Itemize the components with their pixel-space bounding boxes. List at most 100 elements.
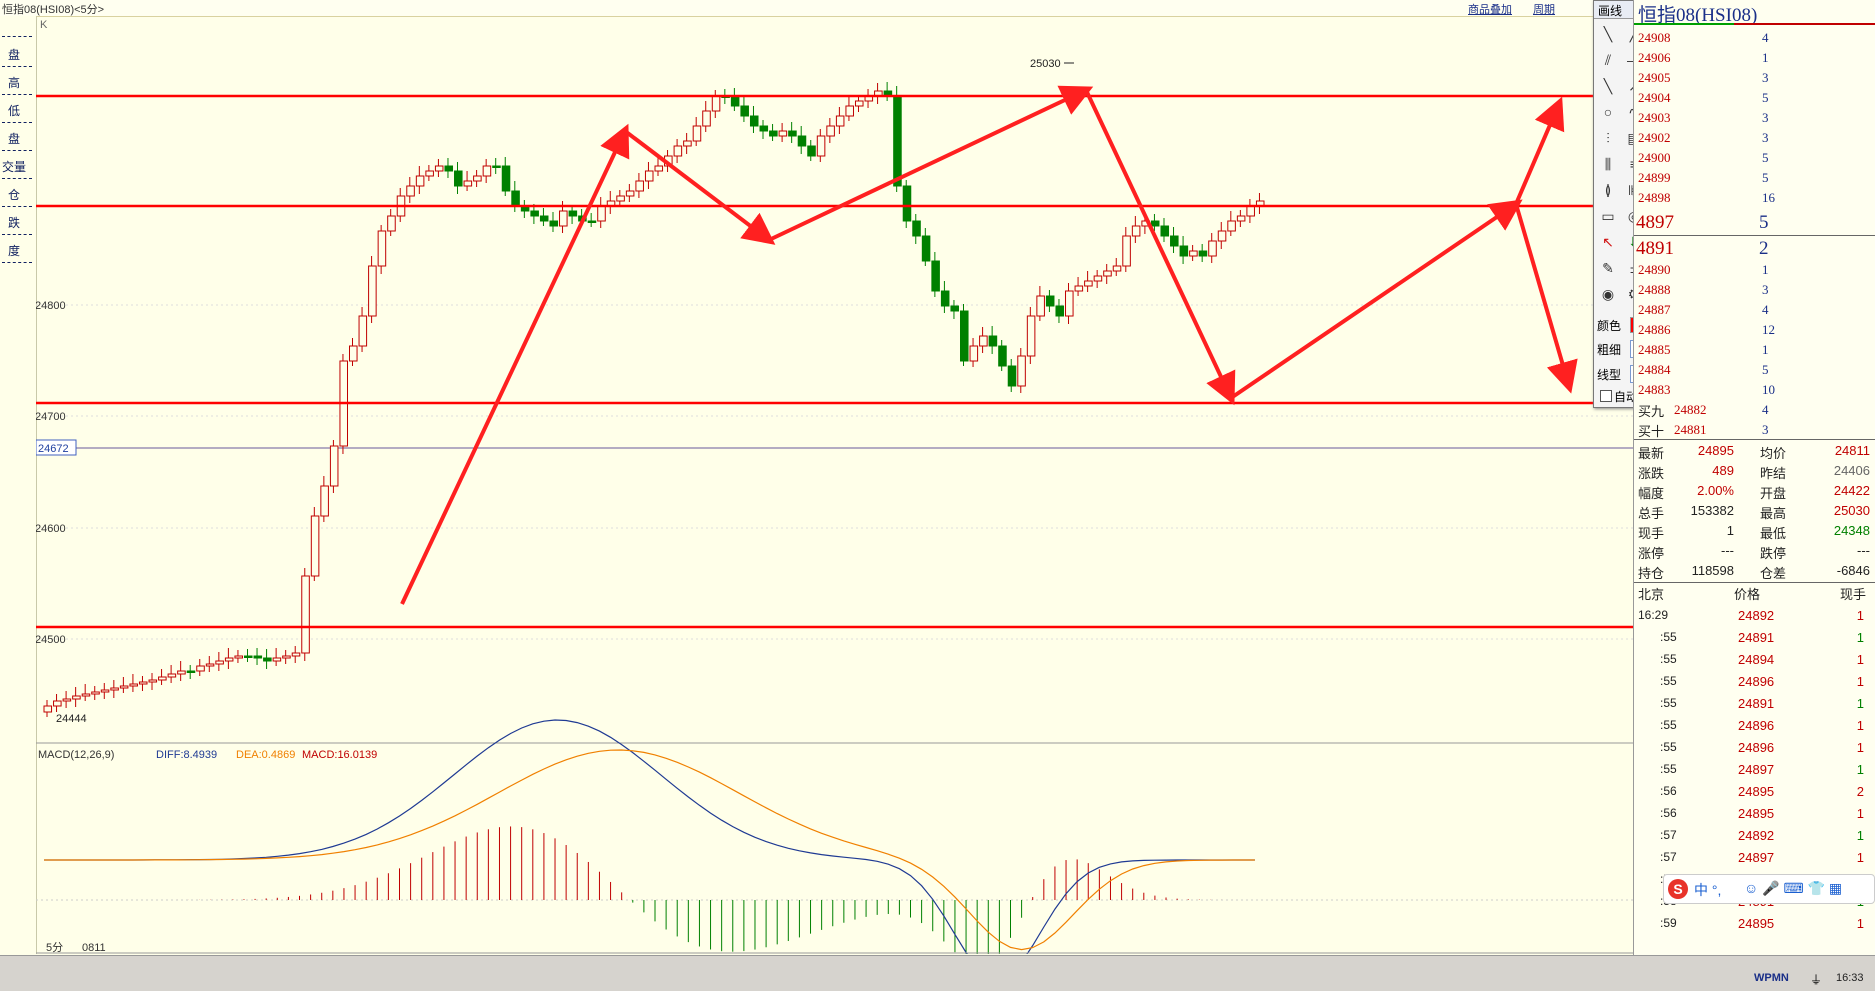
ask-vol: 16: [1762, 190, 1775, 205]
stat-label-2: 均价: [1760, 446, 1787, 461]
candle: [1026, 315, 1036, 357]
period-tab[interactable]: 5分: [46, 941, 63, 954]
arrow-up-proj[interactable]: [1514, 96, 1565, 205]
ask-vol: 3: [1762, 70, 1769, 85]
auto-snap-checkbox[interactable]: [1600, 390, 1612, 402]
y-tick-24600: 24600: [36, 523, 66, 535]
label-open: 盘: [8, 48, 21, 62]
bid-row: 24881 3: [1634, 422, 1875, 441]
arrow-down-1[interactable]: [623, 129, 776, 245]
buy9-label: 买九: [1638, 404, 1665, 419]
arrow-up-1[interactable]: [400, 123, 630, 605]
period-button[interactable]: 周期: [1533, 4, 1555, 16]
candle: [463, 180, 473, 187]
down-left-arrow-icon[interactable]: ↖: [1602, 234, 1614, 250]
candle: [158, 676, 167, 681]
arrow-down-proj[interactable]: [1514, 203, 1578, 394]
trade-price: 24892: [1738, 608, 1775, 623]
arrow-up-2[interactable]: [768, 85, 1094, 242]
trade-row: :55 24896 1: [1634, 718, 1875, 740]
drawn-lines[interactable]: [36, 94, 1633, 629]
candle: [1236, 215, 1246, 222]
sogou-logo-icon[interactable]: S: [1668, 879, 1688, 899]
toolbox-title: 画线: [1598, 4, 1623, 18]
ask-price: 24903: [1638, 110, 1671, 125]
candle: [62, 698, 72, 702]
candle: [377, 230, 387, 267]
ellipse-icon[interactable]: ○: [1603, 104, 1613, 120]
candle: [1093, 275, 1103, 282]
trend-line-icon[interactable]: ╲: [1603, 78, 1613, 94]
trade-vol: 1: [1856, 718, 1864, 733]
candle: [1103, 270, 1112, 277]
label-position: 仓: [8, 188, 21, 202]
diff-label: DIFF:8.4939: [156, 749, 217, 761]
ask1-price: 4897: [1636, 212, 1674, 233]
stat-value: 1: [1726, 523, 1734, 538]
ask-price: 24908: [1638, 30, 1671, 45]
ask1-row: 4897 5: [1634, 212, 1875, 233]
label-close: 盘: [8, 132, 21, 146]
parallel-icon[interactable]: ⫽: [1604, 52, 1612, 68]
ask-price: 24904: [1638, 90, 1671, 105]
candle: [587, 220, 597, 223]
ruler-icon[interactable]: ▭: [1601, 208, 1615, 224]
candle: [807, 145, 816, 157]
bid-vol: 4: [1762, 302, 1769, 317]
candle: [1208, 240, 1217, 257]
candle: [749, 115, 759, 127]
stat-value-2: 24406: [1833, 463, 1870, 478]
candle: [415, 175, 425, 187]
trades-vol-header: 现手: [1840, 587, 1867, 602]
bar-icon[interactable]: ⫼: [1604, 156, 1612, 172]
bid-price: 24888: [1638, 282, 1671, 297]
candle: [730, 95, 740, 107]
kline-chart[interactable]: K 24800 24700 24600 24500 24672 25030 24…: [36, 16, 1633, 954]
style-label: 线型: [1597, 368, 1622, 382]
arrow-down-2[interactable]: [1084, 89, 1236, 406]
trade-vol: 1: [1856, 850, 1864, 865]
candle: [349, 345, 358, 362]
stat-value: 24895: [1697, 443, 1734, 458]
bid-price: 24883: [1638, 382, 1671, 397]
trade-row: :55 24896 1: [1634, 674, 1875, 696]
bid-vol: 4: [1762, 402, 1769, 417]
eye-icon[interactable]: ◉: [1601, 286, 1615, 302]
stat-value: 153382: [1690, 503, 1734, 518]
status-app: WPMN: [1754, 972, 1789, 984]
candle: [969, 345, 979, 362]
candle: [53, 700, 62, 707]
macd-histogram: [43, 826, 1256, 954]
pencil-icon[interactable]: ✎: [1602, 260, 1614, 276]
arrow-up-3[interactable]: [1229, 199, 1523, 400]
quote-title: 恒指08(HSI08): [1638, 5, 1758, 26]
trade-vol: 1: [1856, 762, 1864, 777]
overlay-button[interactable]: 商品叠加: [1468, 4, 1512, 16]
fib-fan-icon[interactable]: ≬: [1604, 182, 1612, 198]
trade-time: :55: [1660, 630, 1677, 644]
candle: [740, 105, 749, 117]
label-low-price: 24444: [56, 713, 87, 725]
ime-toolbar[interactable]: S 中 °, ☺ 🎤 ⌨ 👕 ▦: [1663, 874, 1875, 904]
candle: [597, 205, 606, 222]
candle: [769, 130, 778, 137]
candle: [559, 210, 568, 227]
stat-label-2: 仓差: [1760, 566, 1787, 581]
candle: [979, 335, 988, 347]
fibonacci-icon[interactable]: ⫶: [1606, 130, 1610, 146]
candle: [893, 95, 902, 187]
window-title: 恒指08(HSI08)<5分>: [2, 4, 105, 16]
label-range: 度: [8, 244, 21, 258]
drawn-arrows[interactable]: [400, 85, 1578, 605]
candle: [511, 190, 520, 207]
stat-label-2: 最低: [1760, 526, 1787, 541]
stat-label: 幅度: [1638, 486, 1665, 501]
bid-row: 24886 12: [1634, 322, 1875, 341]
trade-row: :59 24895 1: [1634, 916, 1875, 938]
ime-mode-icon[interactable]: 中 °,: [1694, 882, 1722, 898]
line-segment-icon[interactable]: ╲: [1603, 26, 1613, 42]
status-time: 16:33: [1836, 972, 1864, 984]
ime-tools-icon[interactable]: ☺ 🎤 ⌨ 👕 ▦: [1744, 880, 1843, 896]
label-low: 低: [8, 104, 21, 118]
bid-row: 24883 10: [1634, 382, 1875, 401]
